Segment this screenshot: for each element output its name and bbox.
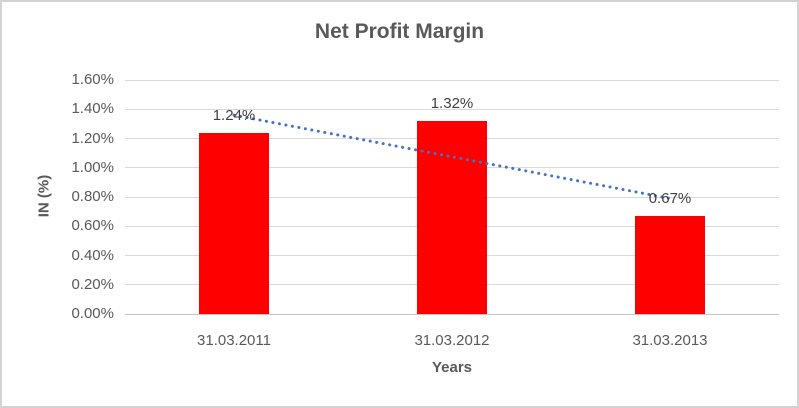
- y-tick-label: 1.00%: [71, 158, 114, 176]
- gridline: [125, 79, 779, 81]
- y-tick-label: 1.20%: [71, 129, 114, 147]
- gridline: [125, 108, 779, 110]
- data-label: 1.32%: [430, 94, 474, 112]
- y-tick-label: 0.20%: [71, 275, 114, 293]
- plot-area: 1.24% 1.32% 0.67%: [125, 79, 779, 315]
- y-tick-label: 0.00%: [71, 305, 114, 322]
- bar: [635, 216, 705, 314]
- x-axis-line: [125, 313, 779, 315]
- trendline: [232, 113, 672, 200]
- x-axis-title: Years: [431, 359, 473, 376]
- data-label: 1.24%: [212, 106, 256, 124]
- chart-title: Net Profit Margin: [314, 20, 485, 43]
- data-label: 0.67%: [648, 190, 692, 207]
- x-tick-label: 31.03.2012: [414, 332, 490, 349]
- y-tick-label: 1.60%: [71, 71, 114, 88]
- trendline-line: [232, 113, 672, 200]
- y-tick-label: 0.40%: [71, 246, 114, 264]
- y-tick-label: 0.60%: [71, 217, 114, 235]
- y-tick-label: 1.40%: [71, 100, 114, 118]
- y-tick-label: 0.80%: [71, 188, 114, 205]
- x-tick-label: 31.03.2011: [197, 332, 271, 349]
- bar: [199, 132, 269, 314]
- x-tick-label: 31.03.2013: [632, 332, 708, 349]
